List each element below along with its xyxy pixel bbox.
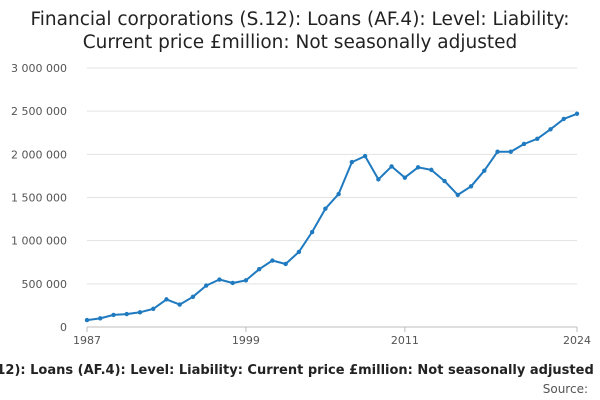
data-point [243, 278, 249, 283]
data-point [84, 317, 90, 323]
data-point [349, 159, 355, 165]
data-point [548, 127, 553, 132]
data-point [203, 283, 209, 288]
y-axis: 0 500 000 1 000 000 1 500 000 2 000 000 2 500… [11, 62, 67, 334]
data-point [455, 192, 461, 198]
x-tick-label: 1999 [232, 334, 260, 347]
data-point [164, 297, 169, 302]
data-point [98, 316, 103, 321]
data-point [296, 249, 302, 255]
x-axis: 1987 1999 2011 2024 [73, 326, 591, 347]
data-point [230, 280, 235, 286]
data-point [323, 206, 328, 211]
source-label: Source: [542, 382, 588, 396]
y-tick-label: 1 000 000 [11, 235, 67, 248]
data-point [124, 311, 129, 317]
y-tick-label: 500 000 [22, 278, 68, 291]
data-point [429, 167, 434, 173]
data-point [151, 306, 156, 312]
series-line [86, 112, 578, 322]
chart-title-line-2: Current price £million: Not seasonally a… [82, 32, 518, 53]
chart-title-line-1: Financial corporations (S.12): Loans (AF… [30, 9, 570, 30]
grid-lines [87, 67, 577, 285]
data-point [336, 191, 341, 197]
y-tick-label: 3 000 000 [11, 62, 67, 75]
y-tick-label: 1 500 000 [11, 192, 67, 205]
x-tick-label: 2024 [563, 334, 591, 347]
data-point [508, 149, 513, 154]
data-point [402, 175, 408, 180]
data-point [111, 312, 116, 318]
data-point [283, 261, 288, 267]
data-point [217, 277, 222, 282]
data-point [190, 294, 196, 299]
data-point [521, 141, 527, 147]
data-point [535, 136, 540, 141]
data-point [574, 111, 580, 116]
data-point [270, 258, 275, 263]
data-point [137, 310, 143, 315]
data-point [177, 302, 182, 307]
legend-entry: Financial corporations (S.12): Loans (AF… [0, 363, 594, 378]
data-point [561, 116, 566, 122]
data-point [442, 178, 447, 184]
data-point [389, 164, 394, 169]
series-group [84, 111, 580, 323]
data-point [415, 165, 421, 170]
y-tick-label: 2 000 000 [11, 148, 67, 161]
data-point [256, 266, 262, 272]
chart-title: Financial corporations (S.12): Loans (AF… [0, 8, 600, 54]
data-point [376, 177, 381, 182]
data-point [495, 149, 500, 154]
y-tick-label: 0 [60, 321, 67, 334]
legend: Financial corporations (S.12): Loans (AF… [0, 363, 600, 381]
data-point [468, 184, 474, 189]
y-tick-label: 2 500 000 [11, 105, 67, 118]
data-point [362, 153, 368, 159]
x-tick-label: 1987 [73, 334, 101, 347]
x-tick-label: 2011 [391, 334, 419, 347]
data-point [309, 229, 315, 235]
data-point [482, 168, 487, 173]
